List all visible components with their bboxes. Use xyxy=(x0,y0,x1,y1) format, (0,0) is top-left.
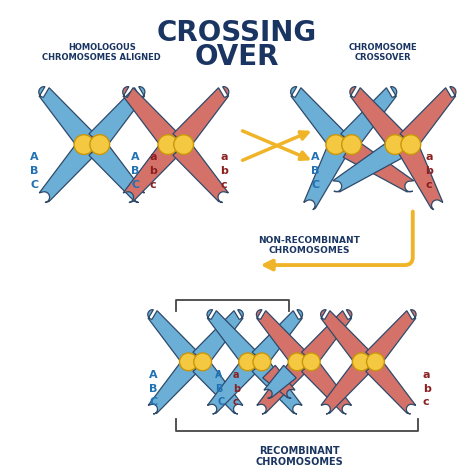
Text: b: b xyxy=(426,166,434,176)
Text: B: B xyxy=(149,383,157,393)
Polygon shape xyxy=(173,87,229,148)
Text: B: B xyxy=(311,166,319,176)
Text: a: a xyxy=(233,370,239,380)
Polygon shape xyxy=(399,143,443,210)
Polygon shape xyxy=(301,310,352,365)
Polygon shape xyxy=(193,310,243,365)
Circle shape xyxy=(385,135,405,155)
Text: c: c xyxy=(149,180,156,190)
Circle shape xyxy=(366,353,384,371)
Polygon shape xyxy=(148,310,198,365)
Polygon shape xyxy=(400,87,456,148)
Circle shape xyxy=(194,353,211,371)
Circle shape xyxy=(174,135,193,155)
Circle shape xyxy=(158,135,178,155)
Polygon shape xyxy=(89,87,145,148)
Text: NON-RECOMBINANT
CHROMOSOMES: NON-RECOMBINANT CHROMOSOMES xyxy=(258,236,360,255)
Text: c: c xyxy=(220,180,227,190)
Text: CHROMOSOME
CROSSOVER: CHROMOSOME CROSSOVER xyxy=(349,43,418,62)
Text: A: A xyxy=(311,153,319,163)
Text: OVER: OVER xyxy=(195,43,279,71)
Text: A: A xyxy=(149,370,158,380)
Circle shape xyxy=(74,135,94,155)
Circle shape xyxy=(180,353,197,371)
Polygon shape xyxy=(148,359,198,414)
Text: c: c xyxy=(423,397,429,407)
Polygon shape xyxy=(350,87,406,148)
Text: C: C xyxy=(149,397,157,407)
Text: a: a xyxy=(149,153,156,163)
Text: RECOMBINANT
CHROMOSOMES: RECOMBINANT CHROMOSOMES xyxy=(255,446,343,467)
Text: b: b xyxy=(233,383,240,393)
Text: A: A xyxy=(131,153,140,163)
Text: b: b xyxy=(220,166,228,176)
Polygon shape xyxy=(39,141,95,202)
Circle shape xyxy=(326,135,346,155)
Polygon shape xyxy=(252,359,302,414)
Text: b: b xyxy=(149,166,157,176)
Polygon shape xyxy=(291,87,346,148)
Circle shape xyxy=(342,135,362,155)
Text: C: C xyxy=(311,180,319,190)
Text: C: C xyxy=(217,397,225,407)
Polygon shape xyxy=(173,141,228,202)
Circle shape xyxy=(253,353,271,371)
Text: B: B xyxy=(131,166,140,176)
Text: a: a xyxy=(220,153,228,163)
Circle shape xyxy=(302,353,320,371)
Polygon shape xyxy=(343,139,414,192)
Text: CROSSING: CROSSING xyxy=(157,19,317,47)
Circle shape xyxy=(90,135,109,155)
Text: a: a xyxy=(423,370,430,380)
Circle shape xyxy=(352,353,370,371)
Text: A: A xyxy=(215,370,223,380)
Polygon shape xyxy=(123,141,179,202)
Text: c: c xyxy=(233,397,239,407)
Polygon shape xyxy=(208,359,257,414)
Polygon shape xyxy=(123,87,179,148)
Polygon shape xyxy=(89,141,145,202)
Text: c: c xyxy=(426,180,432,190)
Polygon shape xyxy=(341,87,397,148)
Circle shape xyxy=(401,135,421,155)
Text: b: b xyxy=(423,383,430,393)
Polygon shape xyxy=(264,365,296,398)
Text: a: a xyxy=(426,153,433,163)
Text: C: C xyxy=(30,180,38,190)
Polygon shape xyxy=(320,310,371,365)
Polygon shape xyxy=(263,365,295,398)
Text: B: B xyxy=(215,383,223,393)
Polygon shape xyxy=(333,139,403,192)
Polygon shape xyxy=(257,359,307,414)
Polygon shape xyxy=(256,310,307,365)
Polygon shape xyxy=(39,87,95,148)
Text: C: C xyxy=(131,180,139,190)
Polygon shape xyxy=(366,359,416,414)
Text: HOMOLOGOUS
CHROMOSOMES ALIGNED: HOMOLOGOUS CHROMOSOMES ALIGNED xyxy=(42,43,161,62)
Polygon shape xyxy=(301,359,352,414)
Polygon shape xyxy=(207,310,257,365)
Polygon shape xyxy=(193,359,243,414)
Text: B: B xyxy=(30,166,39,176)
Circle shape xyxy=(288,353,306,371)
Circle shape xyxy=(239,353,256,371)
Polygon shape xyxy=(366,310,416,365)
Polygon shape xyxy=(252,310,302,365)
Polygon shape xyxy=(321,359,371,414)
Polygon shape xyxy=(304,143,348,210)
Text: A: A xyxy=(30,153,39,163)
